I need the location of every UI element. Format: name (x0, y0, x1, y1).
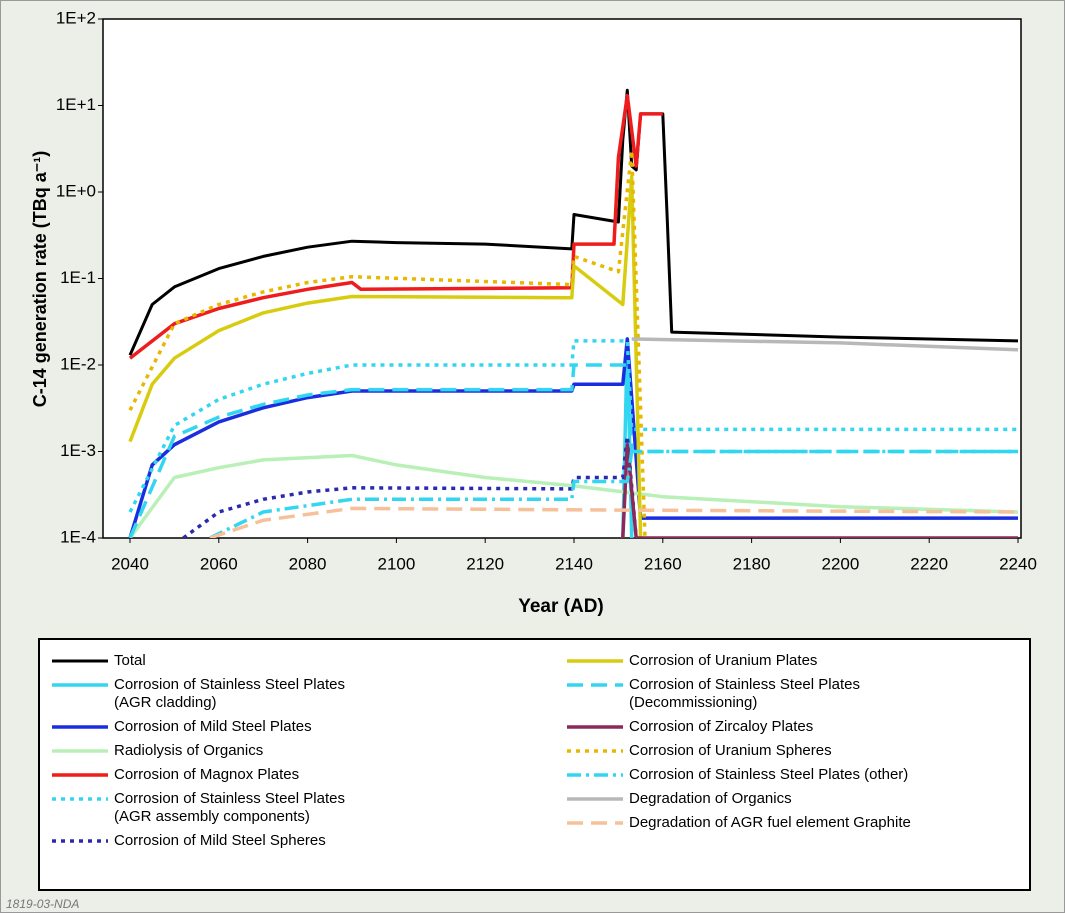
legend-swatch (52, 749, 108, 753)
series-group (128, 88, 1019, 538)
legend-label: Corrosion of Stainless Steel Plates (AGR… (114, 676, 345, 711)
series-line (209, 449, 1018, 538)
legend-label: Corrosion of Stainless Steel Plates (Dec… (629, 676, 860, 711)
legend-label: Corrosion of Stainless Steel Plates (AGR… (114, 790, 345, 825)
x-tick-label: 2040 (111, 554, 149, 573)
legend-swatch (567, 683, 623, 687)
legend-entry: Radiolysis of Organics (50, 742, 345, 760)
legend-label: Corrosion of Mild Steel Spheres (114, 832, 326, 849)
series-line (621, 442, 1018, 538)
y-tick-label: 1E-2 (60, 354, 96, 373)
legend-swatch (52, 683, 108, 687)
legend-column: Corrosion of Uranium Plates Corrosion of … (565, 652, 911, 838)
x-tick-label: 2100 (377, 554, 415, 573)
legend-entry: Degradation of AGR fuel element Graphite (565, 814, 911, 832)
legend-swatch (52, 773, 108, 777)
series-line (128, 175, 643, 538)
legend-entry: Corrosion of Uranium Spheres (565, 742, 911, 760)
series-line (128, 339, 1018, 513)
legend-entry: Corrosion of Stainless Steel Plates (Dec… (565, 676, 911, 712)
legend-label: Degradation of Organics (629, 790, 792, 807)
series-line (128, 363, 1018, 538)
legend-swatch (52, 839, 108, 843)
y-tick-label: 1E+1 (56, 95, 96, 114)
x-tick-label: 2200 (821, 554, 859, 573)
x-tick-label: 2060 (200, 554, 238, 573)
chart: Year (AD) C-14 generation rate (TBq a⁻¹)… (30, 8, 1037, 617)
legend: Total Corrosion of Stainless Steel Plates… (38, 638, 1031, 891)
x-tick-label: 2120 (466, 554, 504, 573)
legend-entry: Corrosion of Stainless Steel Plates (oth… (565, 766, 911, 784)
legend-entry: Corrosion of Zircaloy Plates (565, 718, 911, 736)
footnote: 1819-03-NDA (6, 897, 80, 911)
legend-entry: Degradation of Organics (565, 790, 911, 808)
legend-swatch (567, 749, 623, 753)
legend-entry: Corrosion of Stainless Steel Plates (AGR… (50, 790, 345, 826)
series-line (631, 337, 1019, 352)
legend-entry: Corrosion of Mild Steel Plates (50, 718, 345, 736)
legend-swatch (52, 797, 108, 801)
legend-column: Total Corrosion of Stainless Steel Plates… (50, 652, 345, 856)
legend-swatch (567, 797, 623, 801)
legend-swatch (52, 725, 108, 729)
x-tick-label: 2220 (910, 554, 948, 573)
y-axis-title: C-14 generation rate (TBq a⁻¹) (30, 151, 50, 408)
legend-label: Corrosion of Uranium Spheres (629, 742, 832, 759)
legend-entry: Corrosion of Mild Steel Spheres (50, 832, 345, 850)
legend-label: Corrosion of Magnox Plates (114, 766, 300, 783)
legend-label: Degradation of AGR fuel element Graphite (629, 814, 911, 831)
legend-label: Corrosion of Stainless Steel Plates (oth… (629, 766, 909, 783)
x-axis-title: Year (AD) (518, 596, 604, 617)
legend-swatch (567, 659, 623, 663)
series-line (128, 88, 1019, 356)
series-line (128, 148, 647, 538)
x-tick-label: 2140 (555, 554, 593, 573)
y-tick-label: 1E+2 (56, 8, 96, 27)
series-line (128, 453, 1019, 538)
x-tick-label: 2160 (644, 554, 682, 573)
series-line (209, 506, 1019, 538)
x-tick-label: 2180 (733, 554, 771, 573)
y-tick-label: 1E-1 (60, 268, 96, 287)
legend-entry: Total (50, 652, 345, 670)
plot-area (102, 18, 1022, 539)
legend-label: Corrosion of Zircaloy Plates (629, 718, 814, 735)
legend-label: Corrosion of Uranium Plates (629, 652, 818, 669)
y-tick-label: 1E+0 (56, 181, 96, 200)
y-tick-label: 1E-4 (60, 527, 96, 546)
legend-swatch (52, 659, 108, 663)
legend-swatch (567, 773, 623, 777)
legend-swatch (567, 725, 623, 729)
legend-entry: Corrosion of Stainless Steel Plates (AGR… (50, 676, 345, 712)
legend-entry: Corrosion of Uranium Plates (565, 652, 911, 670)
y-tick-label: 1E-3 (60, 441, 96, 460)
legend-entry: Corrosion of Magnox Plates (50, 766, 345, 784)
x-tick-label: 2240 (999, 554, 1037, 573)
legend-label: Corrosion of Mild Steel Plates (114, 718, 312, 735)
legend-label: Radiolysis of Organics (114, 742, 264, 759)
legend-label: Total (114, 652, 146, 669)
legend-swatch (567, 821, 623, 825)
x-tick-label: 2080 (289, 554, 327, 573)
